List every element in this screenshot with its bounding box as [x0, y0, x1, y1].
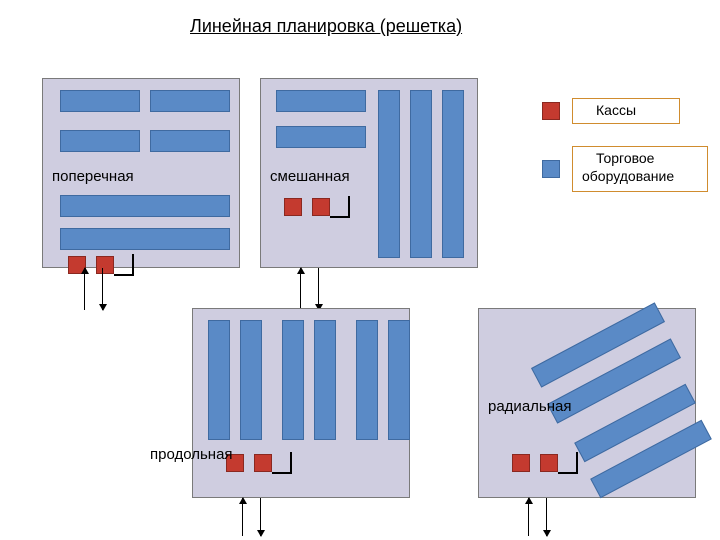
- cash-register: [540, 454, 558, 472]
- shelf: [60, 90, 140, 112]
- shelf: [208, 320, 230, 440]
- flow-arrow-head-up: [239, 497, 247, 504]
- shelf: [356, 320, 378, 440]
- shelf: [60, 130, 140, 152]
- cash-register: [512, 454, 530, 472]
- panel-label-mixed: смешанная: [270, 168, 350, 185]
- legend-swatch: [542, 160, 560, 178]
- shelf: [150, 130, 230, 152]
- flow-arrow-head-up: [81, 267, 89, 274]
- diagram-title: Линейная планировка (решетка): [190, 16, 462, 37]
- shelf: [276, 90, 366, 112]
- panel-label-longitudinal: продольная: [150, 446, 233, 463]
- entrance-marker: [330, 196, 350, 218]
- flow-arrow-head-down: [543, 530, 551, 537]
- legend-text: Кассы: [596, 102, 636, 118]
- flow-arrow-head-up: [297, 267, 305, 274]
- panel-label-radial: радиальная: [488, 398, 571, 415]
- shelf: [410, 90, 432, 258]
- legend-text: Торговое: [596, 150, 654, 166]
- shelf: [282, 320, 304, 440]
- legend-text: оборудование: [582, 168, 674, 184]
- flow-arrow-line: [300, 268, 301, 310]
- panel-label-transverse: поперечная: [52, 168, 134, 185]
- shelf: [276, 126, 366, 148]
- shelf: [60, 195, 230, 217]
- entrance-marker: [558, 452, 578, 474]
- entrance-marker: [114, 254, 134, 276]
- shelf: [240, 320, 262, 440]
- shelf: [60, 228, 230, 250]
- flow-arrow-head-up: [525, 497, 533, 504]
- cash-register: [96, 256, 114, 274]
- shelf: [388, 320, 410, 440]
- shelf: [442, 90, 464, 258]
- shelf: [150, 90, 230, 112]
- cash-register: [254, 454, 272, 472]
- legend-swatch: [542, 102, 560, 120]
- flow-arrow-head-down: [99, 304, 107, 311]
- flow-arrow-line: [84, 268, 85, 310]
- shelf: [378, 90, 400, 258]
- cash-register: [284, 198, 302, 216]
- shelf: [314, 320, 336, 440]
- cash-register: [312, 198, 330, 216]
- entrance-marker: [272, 452, 292, 474]
- flow-arrow-head-down: [257, 530, 265, 537]
